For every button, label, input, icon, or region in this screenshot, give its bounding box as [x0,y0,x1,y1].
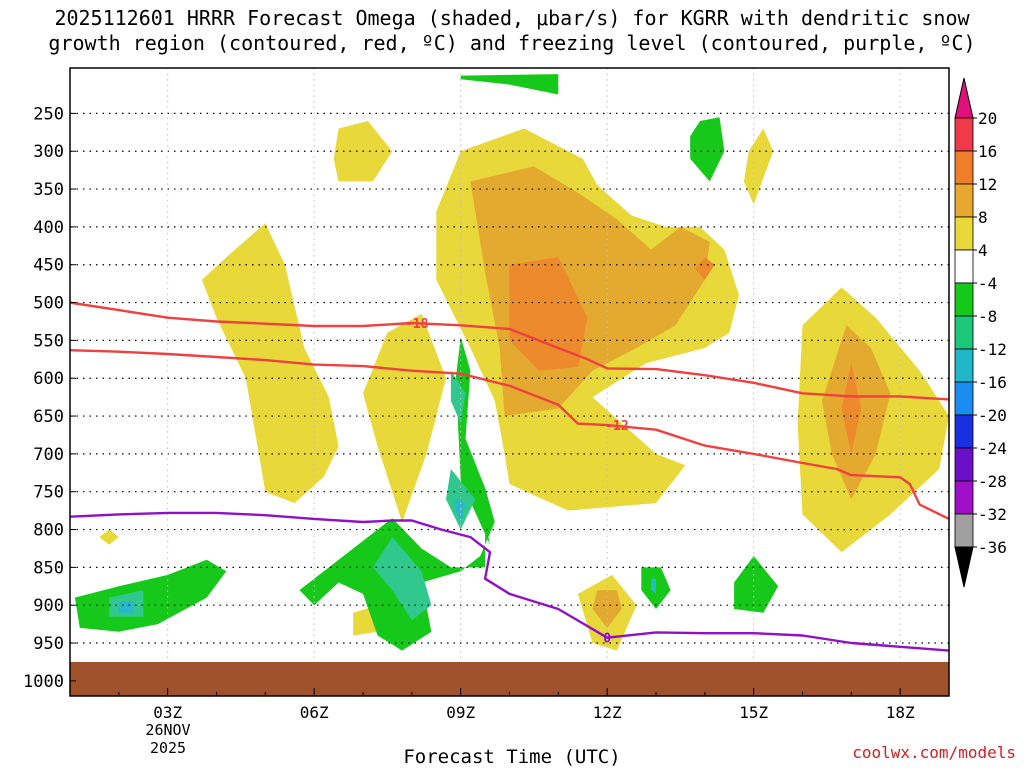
chart-title: 2025112601 HRRR Forecast Omega (shaded, … [0,6,1024,56]
colorbar-swatch [954,414,974,449]
omega-region-12_to_16 [841,363,862,454]
y-tick-label: 900 [33,596,64,616]
colorbar-swatch [954,513,974,548]
colorbar-swatch [954,183,974,218]
colorbar-swatch [954,249,974,284]
contour-line [70,301,949,401]
omega-region--12_to_-16 [118,601,134,613]
omega-region-8_to_12 [592,590,622,628]
colorbar-label: 16 [978,142,997,161]
y-tick-label: 650 [33,407,64,427]
time-axis: 03Z 06Z 09Z 12Z 15Z 18Z [69,688,950,722]
colorbar-swatch [954,150,974,185]
omega-region--4_to_-8 [460,74,559,95]
colorbar-label: 12 [978,175,997,194]
colorbar-label: -4 [978,274,997,293]
colorbar-swatch [954,447,974,482]
y-tick-label: 950 [33,634,64,654]
y-tick-label: 300 [33,142,64,162]
omega-region-4_to_8 [99,529,119,545]
title-line-2: growth region (contoured, red, ºC) and f… [48,31,976,55]
omega-region--4_to_-8 [299,336,495,651]
colorbar-label: 4 [978,241,988,260]
omega-region-12_to_16 [509,257,588,371]
colorbar-top-arrow [954,77,974,119]
contour-labels: -18 -12 0 [405,317,629,647]
colorbar-label: -24 [978,439,1007,458]
y-tick-label: 600 [33,369,64,389]
colorbar-label: -28 [978,472,1007,491]
y-tick-label: 800 [33,521,64,541]
contour-label: 0 [603,632,611,647]
omega-region--8_to_-12 [450,370,466,424]
y-tick-label: 500 [33,294,64,314]
y-tick-label: 750 [33,483,64,503]
ground-surface [70,661,949,696]
y-tick-label: 400 [33,218,64,238]
omega-shading [70,74,949,696]
x-tick-label: 12Z [593,703,622,722]
colorbar-label: -36 [978,538,1007,557]
colorbar-label: -8 [978,307,997,326]
x-tick-label: 15Z [739,703,768,722]
colorbar-label: 8 [978,208,988,227]
colorbar-swatch [954,315,974,350]
x-tick-label: 06Z [300,703,329,722]
x-tick-label: 03Z [153,703,182,722]
temperature-contours [70,301,949,652]
y-tick-label: 450 [33,256,64,276]
colorbar-label: 20 [978,109,997,128]
y-tick-label: 700 [33,445,64,465]
colorbar-swatch [954,216,974,251]
colorbar-swatch [954,348,974,383]
colorbar-swatch [954,480,974,515]
colorbar-swatch [954,117,974,152]
contour-line [70,511,949,652]
omega-region-12_to_16 [695,257,715,280]
pressure-axis: 250 300 350 400 450 500 550 600 650 700 750 800 850 9… [23,104,76,692]
omega-region-4_to_8 [363,313,446,522]
y-tick-label: 550 [33,331,64,351]
omega-region-4_to_8 [743,128,774,205]
date-label-day: 26NOV [145,721,190,739]
omega-region--8_to_-12 [372,537,432,621]
contour-label: -12 [605,419,628,434]
colorbar-label: -12 [978,340,1007,359]
title-line-1: 2025112601 HRRR Forecast Omega (shaded, … [54,6,970,30]
credit-text: coolwx.com/models [852,743,1016,762]
colorbar-label: -16 [978,373,1007,392]
omega-region--12_to_-16 [455,499,466,522]
x-tick-label: 09Z [446,703,475,722]
omega-region--12_to_-16 [651,578,656,594]
omega-region--8_to_-12 [446,469,476,530]
x-axis-label: Forecast Time (UTC) [403,746,621,768]
omega-region--4_to_-8 [734,556,779,613]
x-tick-label: 18Z [886,703,915,722]
date-label-year: 2025 [150,739,186,757]
y-tick-label: 350 [33,180,64,200]
contour-line [70,349,949,520]
colorbar-swatch [954,282,974,317]
colorbar: 20 16 12 8 4 -4 -8 -12 -16 -20 -24 -28 -32 -36 [954,77,1007,588]
omega-region--4_to_-8 [690,117,725,182]
y-tick-label: 1000 [23,672,64,692]
colorbar-bottom-arrow [954,546,974,588]
y-tick-label: 850 [33,558,64,578]
colorbar-label: -20 [978,406,1007,425]
contour-label: -18 [405,317,429,332]
colorbar-label: -32 [978,505,1007,524]
omega-region-4_to_8 [201,223,339,504]
omega-region--4_to_-8 [74,559,227,632]
y-tick-label: 250 [33,104,64,124]
colorbar-swatch [954,381,974,416]
